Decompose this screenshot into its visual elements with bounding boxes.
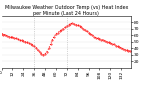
Title: Milwaukee Weather Outdoor Temp (vs) Heat Index per Minute (Last 24 Hours): Milwaukee Weather Outdoor Temp (vs) Heat… [5, 5, 128, 16]
